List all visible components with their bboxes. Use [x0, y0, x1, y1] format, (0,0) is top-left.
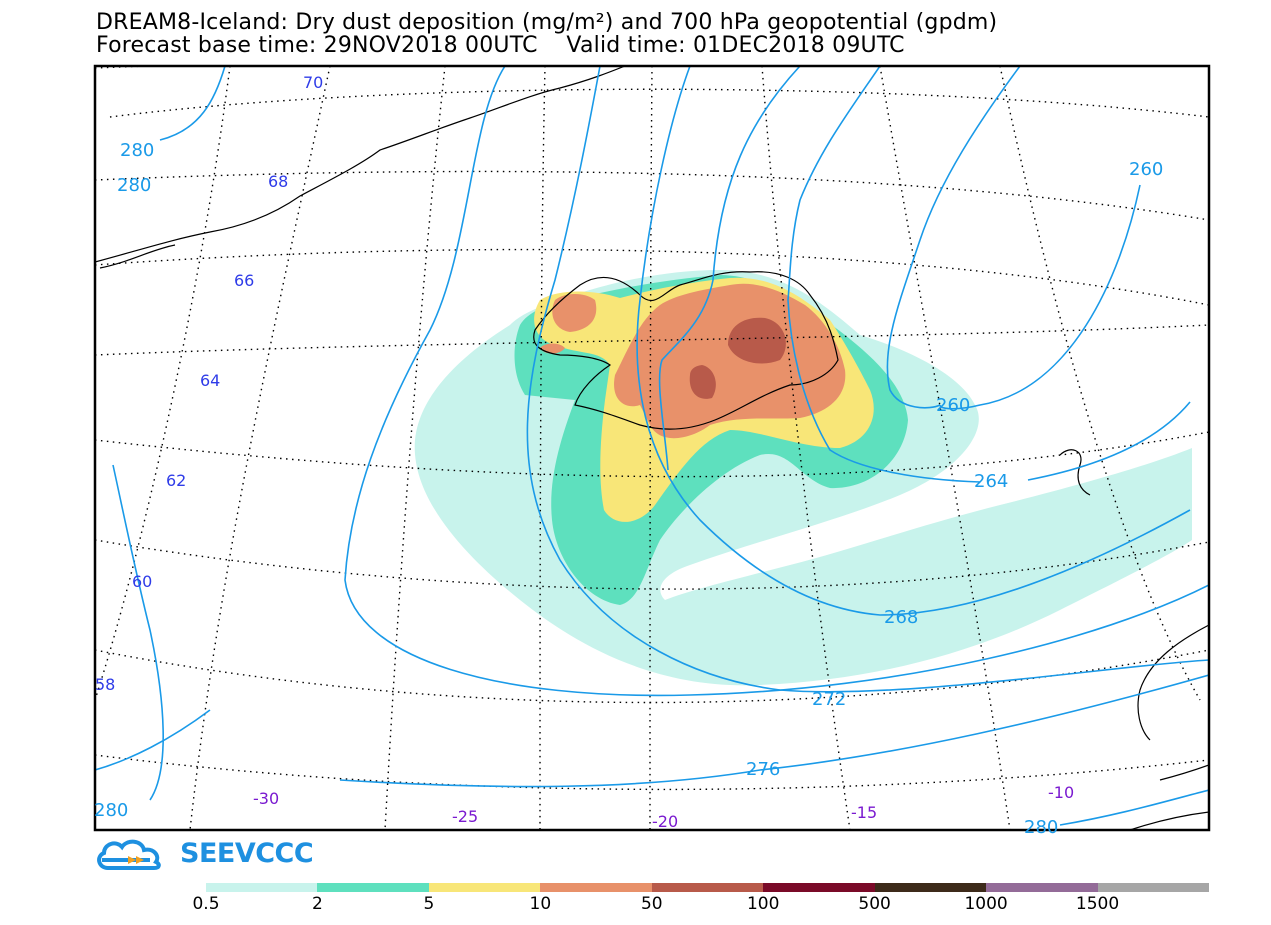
colorbar-label: 100 [746, 894, 780, 914]
contour-label: 280 [94, 800, 128, 821]
colorbar-label: 500 [858, 894, 891, 914]
contour-label: 280 [1024, 817, 1058, 838]
colorbar-label: 50 [640, 894, 663, 914]
colorbar-segment [317, 883, 429, 892]
lon-label: -25 [452, 807, 478, 826]
colorbar-label: 1500 [1075, 894, 1120, 914]
colorbar-label: 1000 [964, 894, 1008, 914]
colorbar-segment [428, 883, 541, 892]
contour-labels: 280 280 280 276 272 268 264 260 260 280 [94, 140, 1163, 838]
contour-label: 268 [884, 607, 918, 628]
contour-label: 280 [117, 175, 151, 196]
colorbar-segment [874, 883, 987, 892]
colorbar-label: 0.5 [192, 894, 220, 914]
contour-label: 272 [812, 689, 846, 710]
colorbar-segment [540, 883, 652, 892]
latitude-labels: 70 68 66 64 62 60 58 [95, 73, 323, 694]
contour-label: 260 [936, 395, 970, 416]
contour-label: 280 [120, 140, 154, 161]
colorbar-segment [651, 883, 764, 892]
lon-label: -30 [253, 789, 279, 808]
colorbar [206, 883, 1209, 892]
lon-label: -10 [1048, 783, 1074, 802]
colorbar-segment [986, 883, 1098, 892]
map-title-line2: Forecast base time: 29NOV2018 00UTC Vali… [96, 33, 905, 58]
lat-label: 64 [200, 371, 220, 390]
colorbar-labels: 0.5 2 5 10 50 100 500 1000 1500 [0, 894, 1271, 914]
lat-label: 58 [95, 675, 115, 694]
colorbar-segment [763, 883, 875, 892]
map-title-line1: DREAM8-Iceland: Dry dust deposition (mg/… [96, 10, 998, 35]
lat-label: 66 [234, 271, 254, 290]
map-content [95, 66, 1209, 830]
colorbar-label: 10 [529, 894, 552, 914]
lat-label: 70 [303, 73, 323, 92]
colorbar-segment [206, 883, 318, 892]
lon-label: -20 [652, 812, 678, 831]
colorbar-label: 5 [423, 894, 435, 914]
contour-label: 276 [746, 759, 780, 780]
logo-text: SEEVCCC [180, 838, 314, 869]
colorbar-segment [1097, 883, 1209, 892]
lon-label: -15 [851, 803, 877, 822]
contour-label: 260 [1129, 159, 1163, 180]
geopotential-contours [95, 66, 1209, 826]
contour-label: 264 [974, 471, 1008, 492]
lat-label: 60 [132, 572, 152, 591]
cloud-arrow-icon [97, 839, 161, 870]
colorbar-label: 2 [312, 894, 323, 914]
map-frame [93, 64, 1211, 832]
longitude-labels: -30 -25 -20 -15 -10 [253, 783, 1074, 831]
coastlines [95, 66, 1209, 830]
seevccc-logo: SEEVCCC [94, 836, 314, 876]
lat-label: 68 [268, 172, 288, 191]
lat-label: 62 [166, 471, 186, 490]
